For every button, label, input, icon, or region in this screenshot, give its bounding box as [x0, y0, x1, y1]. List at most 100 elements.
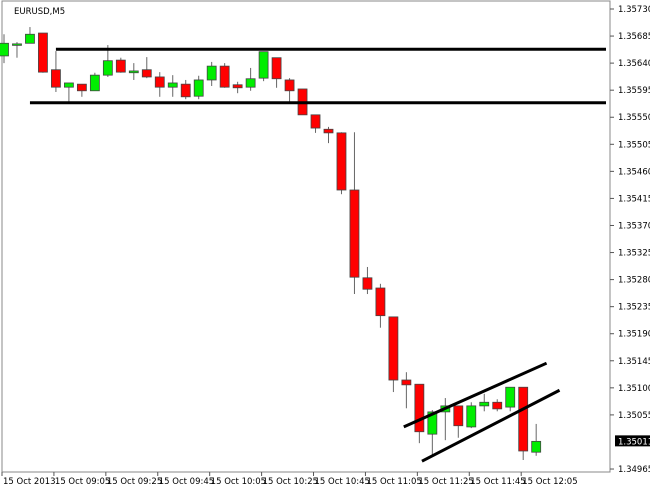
- candle-body: [401, 379, 412, 386]
- candle-body: [271, 57, 282, 80]
- bullish-candle: [193, 75, 204, 100]
- candles: [0, 27, 542, 460]
- candle-body: [310, 114, 321, 129]
- x-tick-label: 15 Oct 2013: [3, 477, 56, 487]
- bearish-candle: [51, 51, 61, 92]
- candle-body: [505, 386, 516, 408]
- candle-body: [323, 128, 334, 134]
- candle-body: [193, 79, 204, 97]
- price-axis: 1.35730 1.35685 1.35640 1.35595 1.35550 1.355…: [610, 5, 650, 475]
- bullish-candle: [128, 63, 139, 80]
- candle-body: [414, 383, 425, 433]
- bullish-candle: [25, 27, 35, 44]
- bullish-candle: [12, 42, 22, 58]
- candle-body: [336, 132, 347, 191]
- y-tick-label: 1.35685: [618, 32, 650, 42]
- candle-body: [0, 42, 9, 57]
- bearish-candle: [323, 126, 334, 144]
- x-tick-label: 15 Oct 11:05: [366, 477, 421, 487]
- bearish-candle: [362, 266, 373, 295]
- bearish-candle: [271, 57, 282, 88]
- bearish-candle: [492, 399, 503, 412]
- bullish-candle: [0, 34, 9, 64]
- candle-body: [258, 51, 269, 79]
- bearish-candle: [310, 114, 321, 133]
- candle-body: [492, 401, 503, 410]
- candle-body: [115, 59, 126, 73]
- x-tick-label: 15 Oct 09:05: [55, 477, 110, 487]
- candle-body: [12, 43, 22, 46]
- x-tick-label: 15 Oct 10:05: [211, 477, 266, 487]
- bearish-candle: [141, 57, 152, 79]
- trendline-channel-upper[interactable]: [403, 361, 548, 429]
- candle-body: [349, 189, 360, 278]
- y-tick-label: 1.35055: [618, 411, 650, 421]
- y-tick-label: 1.35640: [618, 59, 650, 69]
- y-tick-label: 1.35505: [618, 140, 650, 150]
- bearish-candle: [232, 81, 243, 94]
- y-tick-label: 1.35730: [618, 5, 650, 15]
- candle-body: [141, 69, 152, 78]
- candle-body: [76, 83, 87, 92]
- bearish-candle: [115, 57, 126, 73]
- y-tick-label: 1.35100: [618, 384, 650, 394]
- bearish-candle: [401, 372, 412, 409]
- bullish-candle: [531, 423, 542, 456]
- y-tick-label: 1.35595: [618, 86, 650, 96]
- x-tick-label: 15 Oct 10:25: [263, 477, 318, 487]
- bearish-candle: [518, 386, 529, 460]
- bearish-candle: [38, 32, 48, 73]
- bearish-candle: [76, 83, 87, 97]
- candle-body: [154, 76, 165, 88]
- candle-body: [388, 316, 399, 381]
- candle-body: [102, 60, 113, 76]
- y-tick-label: 1.35370: [618, 221, 650, 231]
- candle-body: [375, 287, 386, 317]
- candle-body: [284, 79, 295, 92]
- current-price-marker: 1.35011: [615, 435, 650, 447]
- bearish-candle: [336, 132, 347, 195]
- x-tick-label: 15 Oct 11:45: [470, 477, 525, 487]
- bearish-candle: [219, 63, 230, 88]
- bullish-candle: [206, 61, 217, 86]
- candle-body: [518, 386, 529, 452]
- y-tick-label: 1.35235: [618, 303, 650, 313]
- candle-body: [232, 84, 243, 89]
- current-price-label: 1.35011: [618, 437, 650, 447]
- bearish-candle: [284, 78, 295, 103]
- bearish-candle: [375, 283, 386, 328]
- candle-body: [51, 69, 61, 88]
- bullish-candle: [167, 75, 178, 97]
- bullish-candle: [427, 410, 438, 456]
- x-tick-label: 15 Oct 09:25: [107, 477, 162, 487]
- bullish-candle: [64, 82, 74, 103]
- bullish-candle: [479, 393, 490, 412]
- y-tick-label: 1.35415: [618, 194, 650, 204]
- chart-title: EURUSD,M5: [14, 7, 65, 17]
- bearish-candle: [388, 316, 399, 393]
- candle-body: [479, 401, 490, 407]
- bearish-candle: [349, 132, 360, 295]
- candle-body: [38, 32, 48, 73]
- y-tick-label: 1.35325: [618, 249, 650, 259]
- trendlines[interactable]: [29, 47, 606, 463]
- trendline-channel-lower[interactable]: [421, 388, 561, 463]
- candle-body: [25, 33, 35, 44]
- y-tick-label: 1.34965: [618, 465, 650, 475]
- bullish-candle: [466, 402, 477, 429]
- candle-body: [167, 82, 178, 88]
- bearish-candle: [180, 79, 191, 100]
- candle-body: [427, 411, 438, 435]
- bullish-candle: [258, 51, 269, 82]
- candle-body: [128, 70, 139, 74]
- y-tick-label: 1.35190: [618, 330, 650, 340]
- bullish-candle: [505, 386, 516, 412]
- bearish-candle: [154, 72, 165, 97]
- candle-body: [64, 82, 74, 88]
- candle-body: [245, 78, 256, 88]
- candle-body: [466, 405, 477, 428]
- candle-body: [206, 65, 217, 81]
- y-tick-label: 1.35460: [618, 167, 650, 177]
